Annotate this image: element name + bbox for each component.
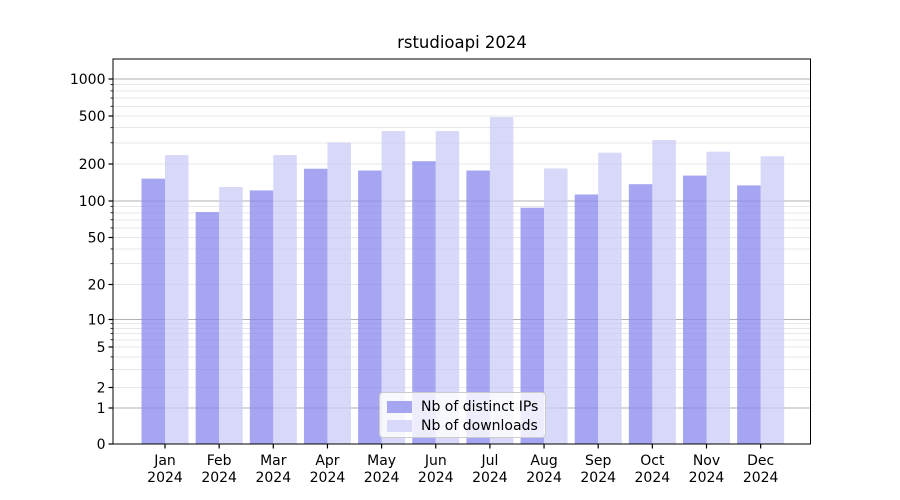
bar-nb-of-distinct-ips-jun-2024 bbox=[412, 161, 436, 445]
x-tick-label-year: 2024 bbox=[147, 470, 183, 486]
x-tick-label-month: Oct bbox=[640, 453, 665, 469]
y-tick-label: 1000 bbox=[70, 72, 106, 88]
bar-nb-of-downloads-oct-2024 bbox=[652, 140, 676, 444]
bar-nb-of-downloads-sep-2024 bbox=[598, 152, 622, 444]
bar-nb-of-distinct-ips-jan-2024 bbox=[141, 178, 165, 445]
y-tick-label: 10 bbox=[88, 312, 106, 328]
bar-nb-of-distinct-ips-apr-2024 bbox=[303, 168, 328, 444]
y-tick-label: 1 bbox=[97, 401, 106, 417]
chart-title: rstudioapi 2024 bbox=[397, 33, 527, 52]
x-tick-label-year: 2024 bbox=[364, 470, 400, 486]
bar-nb-of-downloads-may-2024 bbox=[381, 131, 406, 445]
y-tick-label: 5 bbox=[97, 340, 106, 356]
bar-nb-of-downloads-aug-2024 bbox=[544, 168, 568, 445]
x-tick-label-year: 2024 bbox=[689, 470, 725, 486]
bar-nb-of-distinct-ips-nov-2024 bbox=[683, 175, 707, 445]
bar-nb-of-downloads-mar-2024 bbox=[273, 155, 297, 444]
legend-item-downloads: Nb of downloads bbox=[387, 417, 545, 435]
legend-swatch-downloads bbox=[387, 420, 412, 432]
bar-nb-of-distinct-ips-sep-2024 bbox=[574, 194, 599, 444]
y-tick-label: 0 bbox=[97, 437, 106, 453]
x-tick-label-month: May bbox=[367, 453, 396, 469]
bar-nb-of-downloads-nov-2024 bbox=[706, 151, 730, 444]
y-tick-label: 50 bbox=[88, 230, 106, 246]
plot-border bbox=[112, 58, 812, 445]
x-tick-label-year: 2024 bbox=[635, 470, 671, 486]
bar-nb-of-downloads-jun-2024 bbox=[435, 131, 460, 445]
x-tick-label-year: 2024 bbox=[255, 470, 291, 486]
y-tick-label: 500 bbox=[79, 109, 106, 125]
x-tick-label-year: 2024 bbox=[310, 470, 346, 486]
x-tick-label-year: 2024 bbox=[201, 470, 237, 486]
bar-nb-of-downloads-jul-2024 bbox=[489, 117, 514, 444]
bar-nb-of-downloads-apr-2024 bbox=[327, 142, 351, 444]
bar-nb-of-distinct-ips-feb-2024 bbox=[195, 212, 220, 444]
x-tick-label-month: Nov bbox=[693, 453, 720, 469]
x-tick-label-year: 2024 bbox=[472, 470, 508, 486]
x-tick-label-month: Jan bbox=[153, 453, 176, 469]
bar-nb-of-distinct-ips-jul-2024 bbox=[466, 170, 490, 444]
x-tick-label-month: Sep bbox=[585, 453, 612, 469]
x-tick-label-month: Apr bbox=[315, 453, 339, 469]
x-tick-label-year: 2024 bbox=[526, 470, 562, 486]
bar-nb-of-downloads-dec-2024 bbox=[760, 156, 785, 444]
bar-nb-of-downloads-feb-2024 bbox=[219, 186, 243, 445]
x-tick-label-month: Jul bbox=[480, 453, 498, 469]
x-tick-label-year: 2024 bbox=[743, 470, 779, 486]
y-tick-label: 200 bbox=[79, 157, 106, 173]
bar-nb-of-distinct-ips-oct-2024 bbox=[628, 184, 653, 444]
x-tick-label-year: 2024 bbox=[580, 470, 616, 486]
legend-swatch-distinct-ips bbox=[387, 401, 412, 413]
x-tick-label-month: Jun bbox=[424, 453, 447, 469]
x-tick-label-month: Mar bbox=[260, 453, 287, 469]
legend: Nb of distinct IPs Nb of downloads bbox=[379, 392, 546, 438]
bar-nb-of-distinct-ips-dec-2024 bbox=[737, 185, 761, 444]
x-tick-label-month: Dec bbox=[747, 453, 774, 469]
y-tick-label: 100 bbox=[79, 194, 106, 210]
x-tick-label-month: Aug bbox=[530, 453, 557, 469]
bar-nb-of-distinct-ips-mar-2024 bbox=[249, 190, 274, 444]
legend-item-distinct-ips: Nb of distinct IPs bbox=[387, 398, 545, 416]
bar-nb-of-distinct-ips-may-2024 bbox=[358, 170, 382, 444]
y-tick-label: 2 bbox=[97, 380, 106, 396]
x-tick-label-year: 2024 bbox=[418, 470, 454, 486]
y-tick-label: 20 bbox=[88, 277, 106, 293]
bar-nb-of-distinct-ips-aug-2024 bbox=[520, 207, 545, 444]
legend-label-downloads: Nb of downloads bbox=[421, 418, 538, 434]
legend-label-distinct-ips: Nb of distinct IPs bbox=[421, 399, 539, 415]
bar-nb-of-downloads-jan-2024 bbox=[165, 155, 189, 444]
x-tick-label-month: Feb bbox=[207, 453, 232, 469]
